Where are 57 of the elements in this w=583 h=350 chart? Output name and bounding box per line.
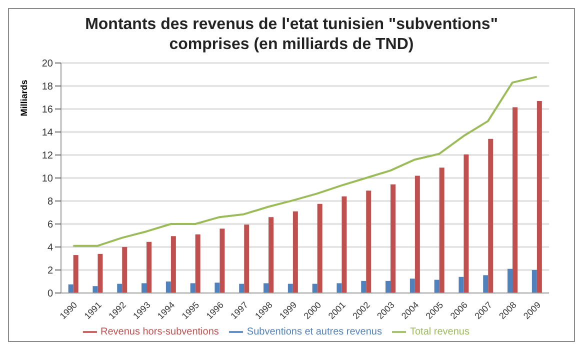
y-tick-label: 18	[42, 82, 54, 93]
y-tick-label: 6	[47, 220, 54, 231]
bar	[386, 280, 391, 293]
bar	[117, 284, 122, 293]
bar	[268, 217, 274, 293]
bar	[288, 284, 293, 293]
bar	[292, 211, 298, 293]
bar	[508, 268, 513, 293]
bar	[312, 284, 318, 293]
bar	[532, 270, 537, 293]
bar	[220, 228, 225, 293]
y-tick-label: 4	[47, 242, 54, 254]
legend-label: Total revenus	[410, 326, 470, 338]
y-tick-label: 8	[47, 196, 54, 208]
bar	[414, 176, 420, 293]
bar	[439, 168, 444, 293]
bar	[214, 282, 220, 293]
legend-label: Subventions et autres revenus	[246, 326, 382, 338]
bar	[142, 283, 147, 293]
bar	[244, 224, 250, 293]
bar	[464, 154, 469, 293]
y-tick-label: 0	[47, 288, 54, 300]
bar	[98, 254, 103, 293]
y-tick-label: 12	[42, 150, 54, 162]
bar	[68, 284, 74, 293]
y-tick-label: 2	[47, 266, 54, 277]
bar	[434, 280, 440, 293]
chart-title: Montants des revenus de l'etat tunisien "subventions" comprises (en milliards de TND)	[84, 15, 499, 55]
bar	[190, 283, 196, 293]
bar	[410, 278, 415, 293]
bar	[73, 255, 78, 293]
bar	[166, 282, 171, 293]
legend-label: Revenus hors-subventions	[100, 326, 219, 338]
bar	[458, 276, 464, 293]
bar	[342, 196, 347, 293]
bar	[361, 280, 366, 293]
y-axis-title: Milliards	[19, 80, 30, 116]
bar	[536, 100, 542, 293]
bar	[483, 275, 488, 293]
bar	[122, 247, 128, 293]
bar	[170, 236, 176, 293]
bar	[390, 184, 396, 293]
line-series	[72, 76, 538, 247]
bar	[239, 284, 244, 293]
bar	[366, 190, 372, 293]
y-tick-label: 10	[42, 174, 54, 185]
bar	[317, 204, 322, 293]
bar	[195, 234, 200, 293]
bar	[488, 138, 494, 293]
bar	[92, 286, 98, 293]
bar	[512, 107, 518, 293]
bar	[146, 242, 152, 293]
y-tick-label: 16	[42, 104, 54, 116]
y-tick-label: 20	[42, 58, 54, 70]
bar	[336, 283, 342, 293]
y-tick-label: 14	[42, 128, 54, 139]
bar	[264, 283, 269, 293]
